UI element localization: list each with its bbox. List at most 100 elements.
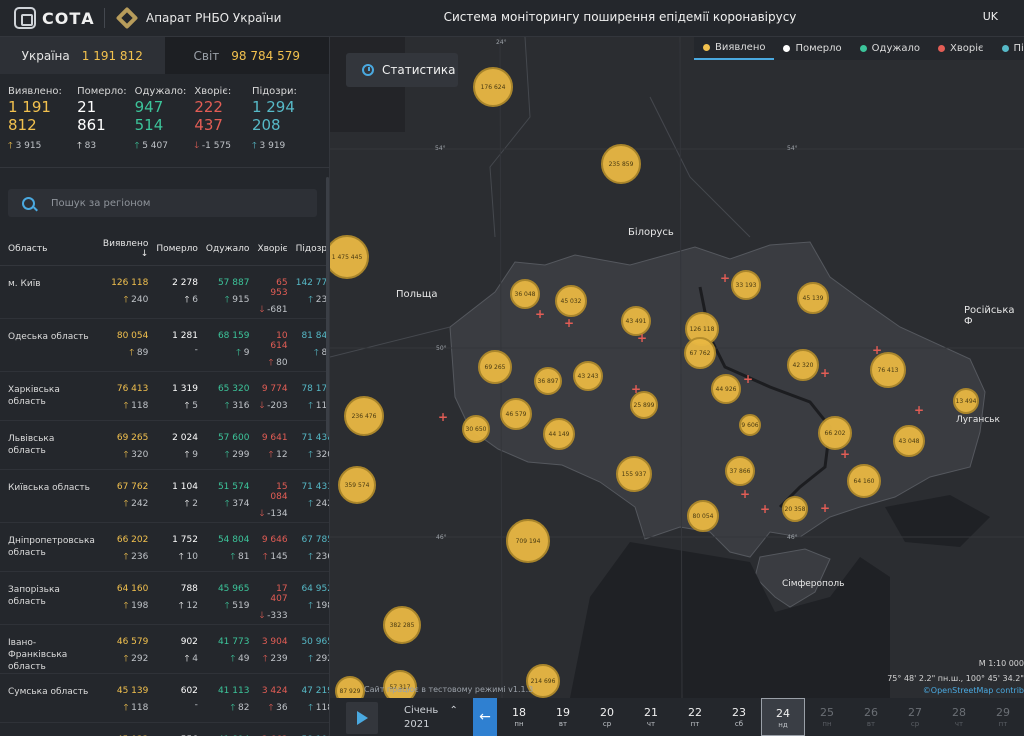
region-bubble[interactable]: 46 579 (500, 398, 532, 430)
sidebar-scrollbar[interactable] (326, 177, 329, 437)
table-row[interactable]: Сумська область 45 139 🡑 118 602-41 113 🡑 82… (0, 673, 329, 723)
region-bubble[interactable]: 709 194 (506, 519, 550, 563)
tab-ukraine[interactable]: Україна 1 191 812 (0, 37, 165, 74)
table-row[interactable]: Дніпропетровська область 66 202 🡑 236 1 752… (0, 522, 329, 572)
sick-marker[interactable]: + (631, 382, 642, 396)
region-bubble[interactable]: 155 937 (616, 456, 652, 492)
region-bubble[interactable]: 20 358 (782, 496, 808, 522)
region-bubble[interactable]: 44 926 (711, 374, 741, 404)
region-bubble[interactable]: 176 624 (473, 67, 513, 107)
region-bubble[interactable]: 87 929 (335, 676, 365, 698)
language-switch[interactable]: UK (982, 10, 998, 23)
sick-marker[interactable]: + (743, 372, 754, 386)
sick-marker[interactable]: + (740, 487, 751, 501)
day-25[interactable]: 25 пн (820, 706, 834, 728)
region-bubble[interactable]: 33 193 (731, 270, 761, 300)
sick-marker[interactable]: + (914, 403, 925, 417)
table-row[interactable]: Харківська область 76 413 🡑 118 1 319 🡑 5 65 … (0, 371, 329, 421)
region-bubble[interactable]: 236 476 (344, 396, 384, 436)
region-bubble[interactable]: 9 606 (739, 414, 761, 436)
region-bubble[interactable]: 64 160 (847, 464, 881, 498)
region-bubble[interactable]: 382 285 (383, 606, 421, 644)
day-29[interactable]: 29 пт (996, 706, 1010, 728)
day-24[interactable]: 24 нд (761, 698, 805, 736)
legend-tab[interactable]: Одужало (851, 37, 929, 60)
region-bubble[interactable]: 37 866 (725, 456, 755, 486)
table-cell: 41 773 🡑 49 (201, 624, 254, 674)
org-link[interactable]: Апарат РНБО України (116, 7, 281, 29)
col-sick[interactable]: Хворіє (253, 233, 292, 266)
sick-marker[interactable]: + (760, 502, 771, 516)
legend-tab[interactable]: Померло (774, 37, 850, 60)
region-bubble[interactable]: 45 139 (797, 282, 829, 314)
sota-logo[interactable]: СОТА (14, 7, 95, 29)
region-bubble[interactable]: 67 762 (684, 337, 716, 369)
search-box[interactable] (8, 189, 317, 217)
region-bubble[interactable]: 25 899 (630, 391, 658, 419)
col-region[interactable]: Область (0, 233, 99, 266)
day-18[interactable]: 18 пн (512, 706, 526, 728)
map-view[interactable]: 24° 54° 54° 50° 46° 46° Білорусь Польща … (330, 37, 1024, 698)
day-26[interactable]: 26 вт (864, 706, 878, 728)
osm-attribution-link[interactable]: ©OpenStreetMap contrib (922, 686, 1024, 695)
sick-marker[interactable]: + (535, 307, 546, 321)
region-bubble[interactable]: 1 475 445 (330, 235, 369, 279)
sick-marker[interactable]: + (720, 271, 731, 285)
region-bubble[interactable]: 214 696 (526, 664, 560, 698)
region-bubble[interactable]: 13 494 (953, 388, 979, 414)
timeline-back-button[interactable]: ← (473, 698, 497, 736)
play-button[interactable] (346, 702, 378, 734)
legend-tab[interactable]: Підозри (993, 37, 1024, 60)
region-bubble[interactable]: 76 413 (870, 352, 906, 388)
day-28[interactable]: 28 чт (952, 706, 966, 728)
region-bubble[interactable]: 43 048 (893, 425, 925, 457)
day-19[interactable]: 19 вт (556, 706, 570, 728)
legend-tab[interactable]: Виявлено (694, 37, 775, 60)
sick-marker[interactable]: + (820, 366, 831, 380)
day-21[interactable]: 21 чт (644, 706, 658, 728)
region-bubble[interactable]: 80 054 (687, 500, 719, 532)
col-deaths[interactable]: Померло (152, 233, 202, 266)
region-bubble[interactable]: 235 859 (601, 144, 641, 184)
region-bubble[interactable]: 66 202 (818, 416, 852, 450)
region-bubble[interactable]: 42 320 (787, 349, 819, 381)
sick-marker[interactable]: + (872, 343, 883, 357)
sick-marker[interactable]: + (564, 316, 575, 330)
table-row[interactable]: Львівська область 69 265 🡑 320 2 024 🡑 9 57 6… (0, 420, 329, 470)
sick-marker[interactable]: + (840, 447, 851, 461)
region-bubble[interactable]: 43 243 (573, 361, 603, 391)
sick-marker[interactable]: + (637, 331, 648, 345)
region-bubble[interactable]: 36 048 (510, 279, 540, 309)
region-bubble[interactable]: 43 491 (621, 306, 651, 336)
table-row[interactable]: Івано-Франківська область 46 579 🡑 292 902 🡑… (0, 624, 329, 674)
table-row[interactable]: Запорізька область 64 160 🡑 198 788 🡑 12 45 9… (0, 571, 329, 625)
arrow-up-icon: 🡑 (308, 294, 316, 305)
region-bubble[interactable]: 57 317 (383, 670, 417, 698)
col-suspected[interactable]: Підозри (291, 233, 329, 266)
table-row[interactable]: Київська область 67 762 🡑 242 1 104 🡑 2 51 57… (0, 469, 329, 523)
region-bubble[interactable]: 69 265 (478, 350, 512, 384)
legend-tab[interactable]: Хворіє (929, 37, 992, 60)
table-cell: 3 904 🡑 239 (253, 624, 292, 674)
day-27[interactable]: 27 ср (908, 706, 922, 728)
day-23[interactable]: 23 сб (732, 706, 746, 728)
sick-marker[interactable]: + (438, 410, 449, 424)
region-bubble[interactable]: 359 574 (338, 466, 376, 504)
tab-world[interactable]: Світ 98 784 579 (164, 37, 329, 74)
day-22[interactable]: 22 пт (688, 706, 702, 728)
region-bubble[interactable]: 30 650 (462, 415, 490, 443)
table-row[interactable]: Одеська область 80 054 🡑 89 1 281-68 159 🡑 9… (0, 318, 329, 372)
search-input[interactable] (51, 197, 291, 209)
statistics-button[interactable]: Статистика (346, 53, 458, 87)
sick-marker[interactable]: + (820, 501, 831, 515)
day-20[interactable]: 20 ср (600, 706, 614, 728)
col-confirmed[interactable]: Виявлено ↓ (98, 233, 153, 266)
col-recovered[interactable]: Одужало (201, 233, 254, 266)
region-bubble[interactable]: 44 149 (543, 418, 575, 450)
search-icon[interactable] (22, 196, 35, 210)
table-row[interactable]: м. Київ 126 118 🡑 240 2 278 🡑 6 57 887 🡑 915 65… (0, 265, 329, 319)
region-bubble[interactable]: 36 897 (534, 367, 562, 395)
region-bubble[interactable]: 45 032 (555, 285, 587, 317)
month-selector[interactable]: Січень ⌃ 2021 (390, 704, 470, 732)
